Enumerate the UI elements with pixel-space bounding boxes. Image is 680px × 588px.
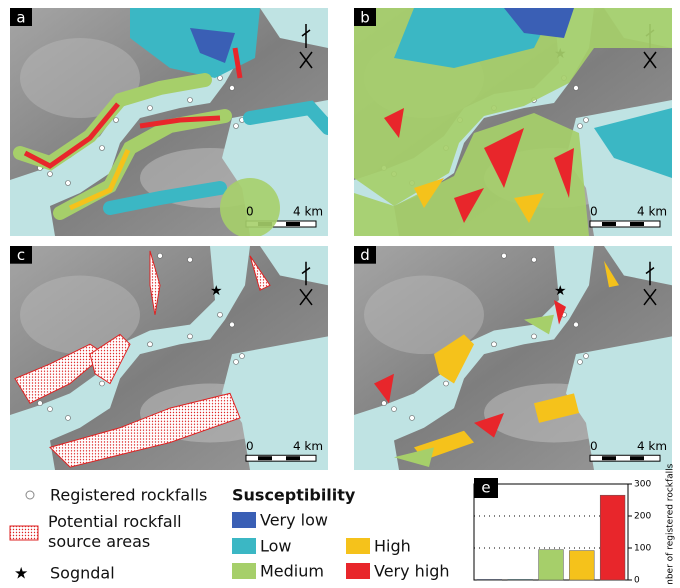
map-panel-d: d 0 4 km [354, 246, 672, 470]
map-panel-c: c 0 4 km [10, 246, 328, 470]
legend-text: Very low [260, 511, 328, 530]
legend-text: Registered rockfalls [50, 486, 207, 505]
legend-swatch [232, 563, 256, 579]
y-tick-label: 0 [634, 576, 640, 585]
panel-label: e [481, 479, 490, 497]
legend-text: Medium [260, 562, 324, 581]
scale-label: 4 km [637, 205, 667, 219]
panel-label: b [360, 9, 370, 27]
scale-label: 0 [590, 205, 598, 219]
scale-label: 0 [246, 205, 254, 219]
legend-text: Low [260, 537, 292, 556]
scale-label: 4 km [293, 439, 323, 453]
scale-label: 0 [590, 439, 598, 453]
rockfall-symbol [26, 491, 34, 499]
legend-swatch [346, 563, 370, 579]
bar [569, 551, 594, 580]
figure: ★ a 0 4 km b 0 4 km c 0 4 km [0, 0, 680, 584]
y-tick-label: 300 [634, 480, 651, 490]
bar-chart: 0 100 200 300 Number of registered rockfalls… [474, 463, 676, 584]
bar [539, 550, 564, 580]
map-panel-b: b 0 4 km [354, 8, 672, 236]
bar [600, 495, 625, 580]
legend-swatch [346, 538, 370, 554]
scale-label: 4 km [293, 205, 323, 219]
scale-label: 0 [246, 439, 254, 453]
legend-swatch [232, 512, 256, 528]
legend-text-box: Potential rockfall source areas [48, 512, 228, 556]
source-symbol [10, 526, 38, 540]
panel-label: c [17, 246, 25, 264]
town-symbol: ★ [14, 564, 28, 583]
scale-label: 4 km [637, 439, 667, 453]
legend-text: Very high [374, 562, 450, 581]
bar [477, 579, 502, 580]
y-tick-label: 100 [634, 544, 651, 554]
y-tick-label: 200 [634, 512, 651, 522]
bar [508, 579, 533, 580]
panel-label: a [16, 9, 25, 27]
legend-text: High [374, 537, 411, 556]
legend-text: Sogndal [50, 564, 115, 583]
legend: Registered rockfalls Potential rockfall … [10, 486, 450, 583]
legend-title: Susceptibility [232, 486, 356, 505]
legend-swatch [232, 538, 256, 554]
legend-text: Potential rockfall source areas [48, 512, 198, 552]
y-axis-label: Number of registered rockfalls [666, 463, 676, 584]
panel-label: d [360, 246, 370, 264]
map-panel-a: a 0 4 km [10, 8, 328, 238]
